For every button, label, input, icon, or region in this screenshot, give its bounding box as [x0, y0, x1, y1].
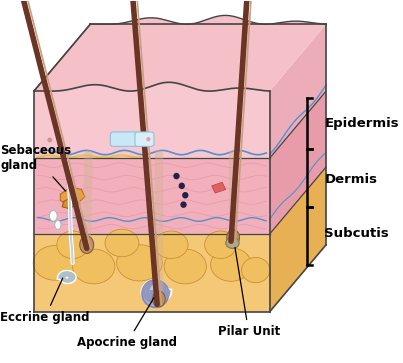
Circle shape — [142, 280, 169, 307]
Circle shape — [179, 183, 185, 189]
Ellipse shape — [205, 231, 236, 258]
Ellipse shape — [164, 249, 206, 284]
Text: Subcutis: Subcutis — [324, 228, 389, 240]
Text: Sebaceous
gland: Sebaceous gland — [0, 144, 72, 191]
Polygon shape — [34, 91, 270, 158]
Polygon shape — [60, 187, 85, 205]
Ellipse shape — [55, 220, 61, 229]
Polygon shape — [34, 158, 270, 234]
Circle shape — [181, 201, 187, 208]
Text: Epidermis: Epidermis — [324, 117, 399, 130]
Polygon shape — [270, 167, 326, 312]
Polygon shape — [34, 15, 326, 91]
Ellipse shape — [105, 229, 139, 257]
Ellipse shape — [154, 231, 188, 258]
Ellipse shape — [116, 245, 162, 281]
Text: Dermis: Dermis — [324, 173, 377, 186]
Ellipse shape — [226, 237, 239, 248]
FancyBboxPatch shape — [110, 132, 138, 146]
Ellipse shape — [73, 249, 115, 284]
Circle shape — [47, 137, 52, 142]
Circle shape — [145, 284, 165, 304]
Ellipse shape — [57, 231, 89, 258]
Polygon shape — [34, 234, 270, 312]
Ellipse shape — [227, 229, 239, 245]
Polygon shape — [62, 196, 78, 209]
Text: Eccrine gland: Eccrine gland — [0, 278, 90, 323]
Polygon shape — [270, 91, 326, 234]
Circle shape — [182, 192, 189, 199]
Text: Pilar Unit: Pilar Unit — [218, 248, 280, 338]
Ellipse shape — [153, 291, 165, 307]
Circle shape — [173, 173, 180, 179]
Ellipse shape — [211, 248, 251, 281]
Ellipse shape — [33, 245, 77, 280]
Ellipse shape — [80, 236, 94, 253]
Polygon shape — [270, 24, 326, 158]
Circle shape — [146, 137, 150, 141]
Polygon shape — [212, 182, 226, 193]
Ellipse shape — [50, 211, 57, 221]
Text: Apocrine gland: Apocrine gland — [77, 298, 177, 349]
FancyBboxPatch shape — [135, 132, 154, 146]
Ellipse shape — [241, 257, 270, 283]
